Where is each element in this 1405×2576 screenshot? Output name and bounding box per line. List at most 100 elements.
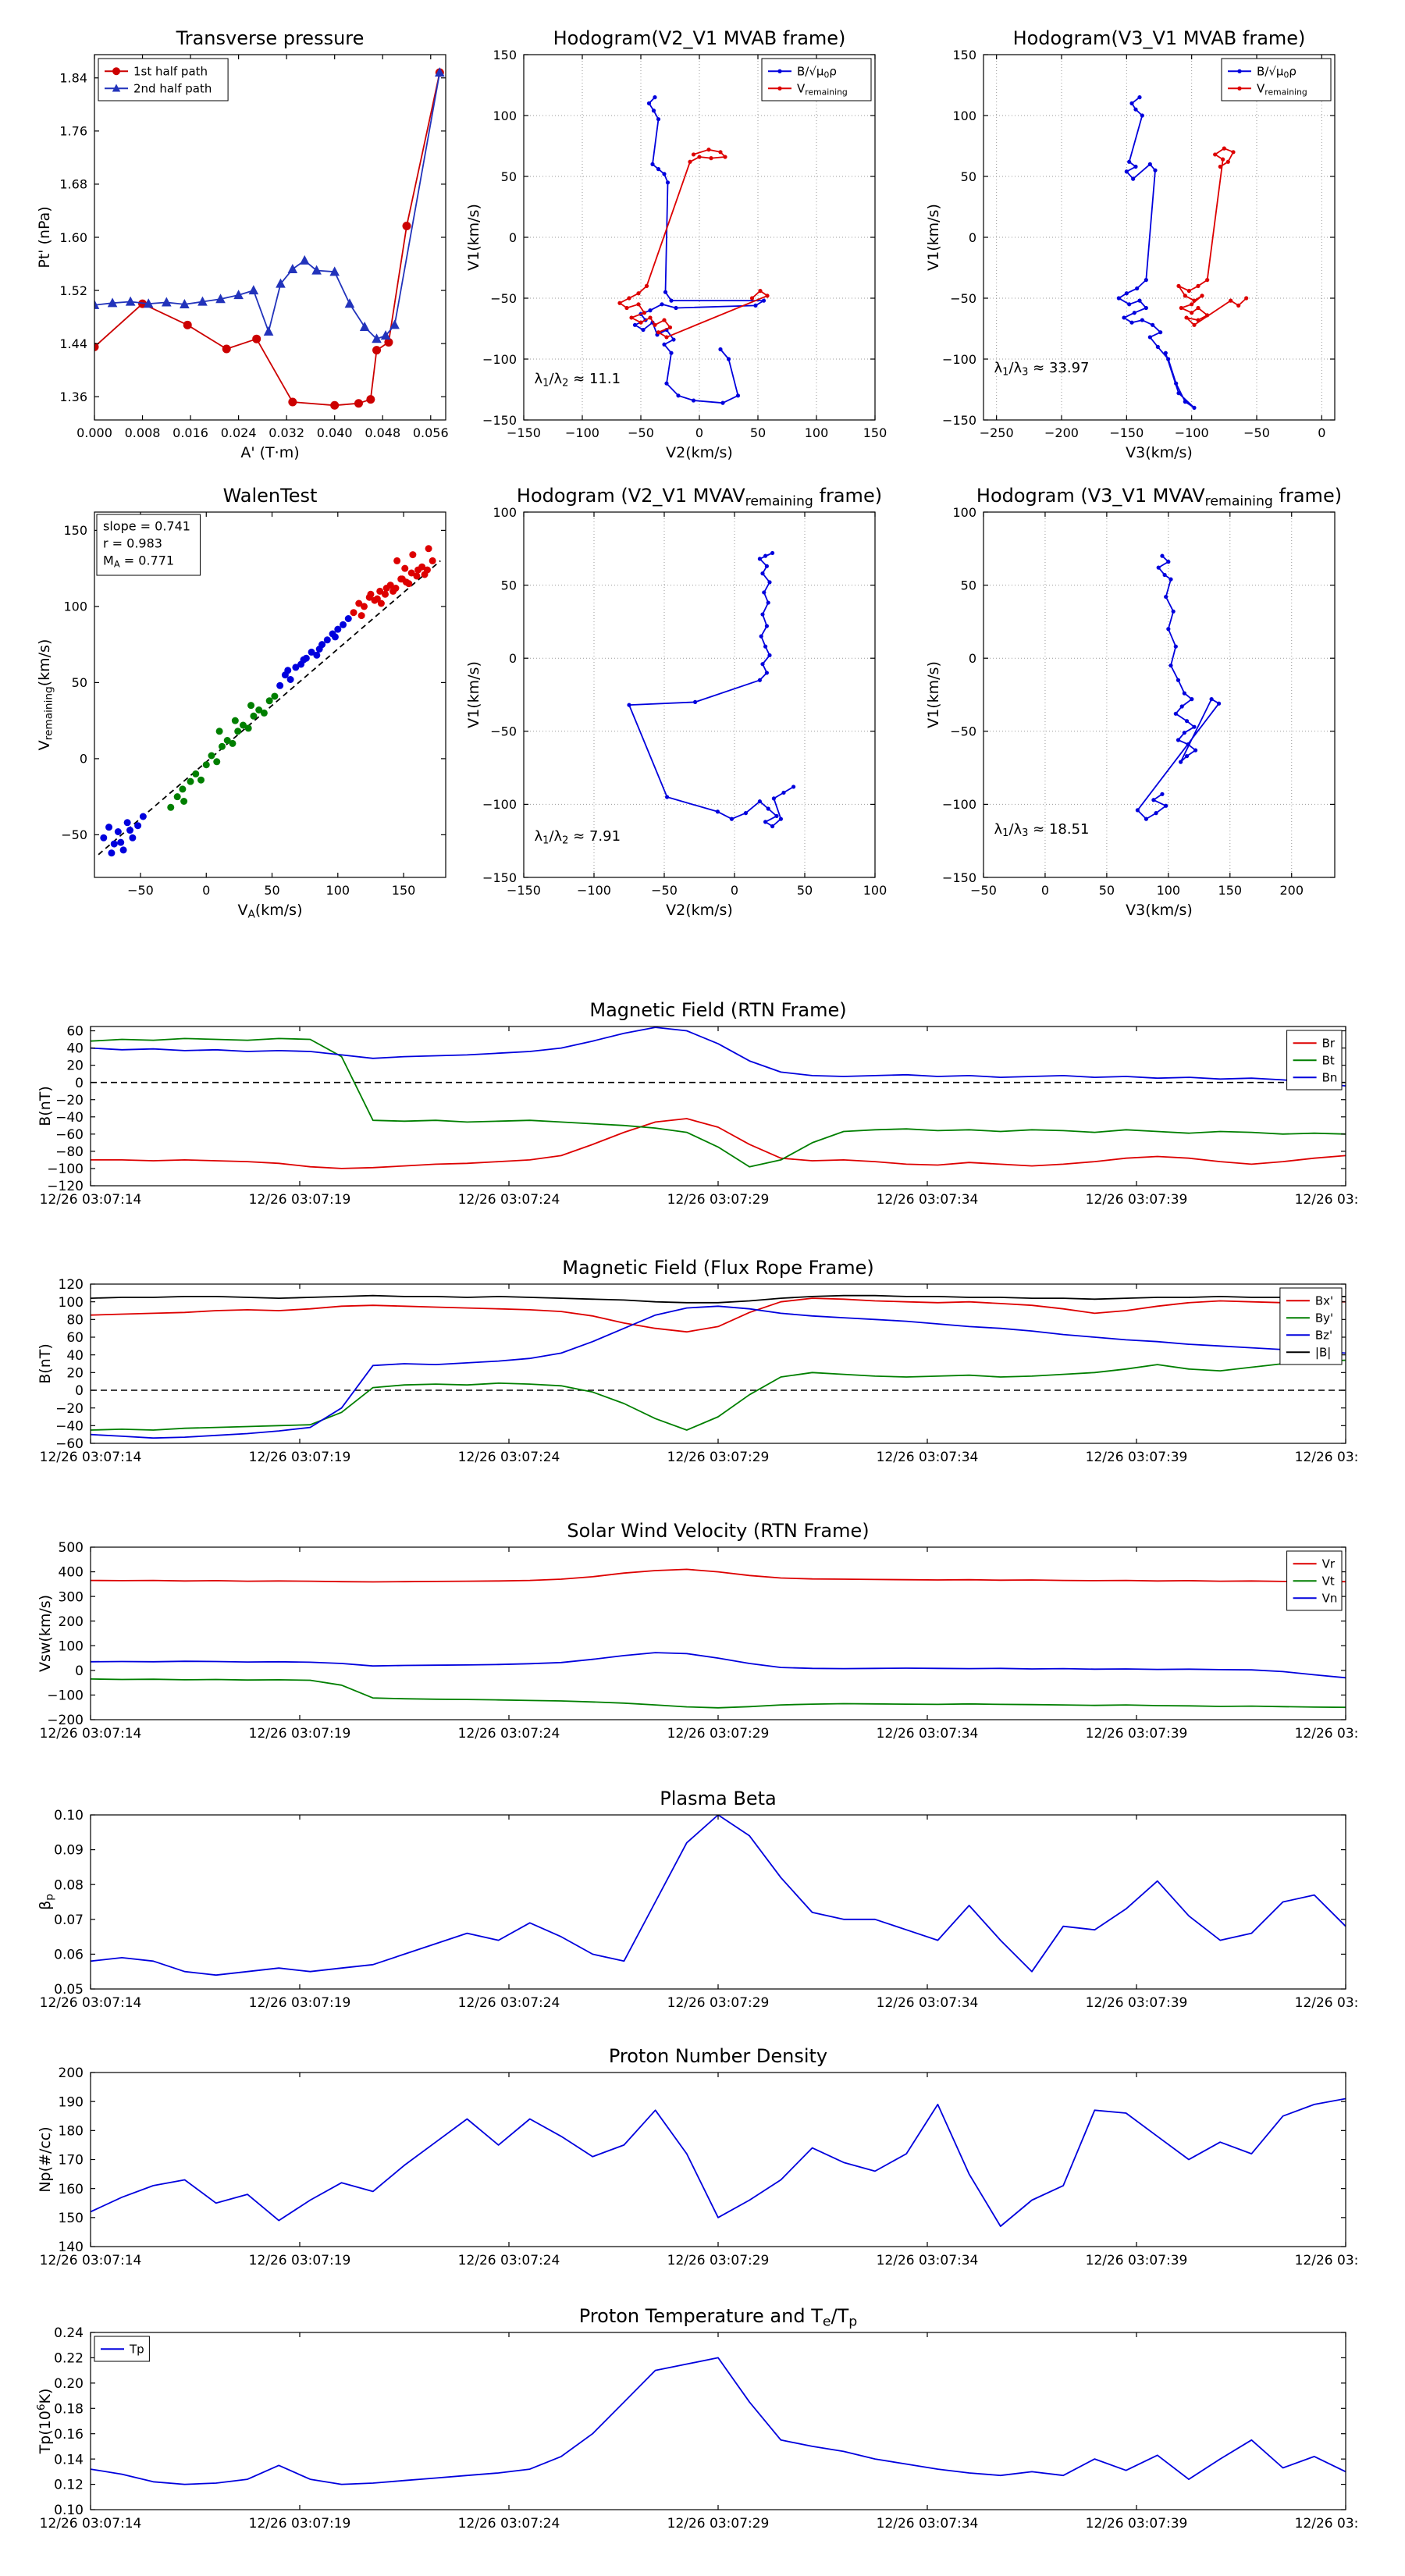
svg-text:Vn: Vn xyxy=(1322,1592,1338,1606)
svg-text:MA = 0.771: MA = 0.771 xyxy=(103,553,174,569)
svg-text:150: 150 xyxy=(952,48,976,62)
svg-text:V3(km/s): V3(km/s) xyxy=(1126,444,1193,461)
svg-text:B(nT): B(nT) xyxy=(37,1086,54,1126)
svg-text:12/26 03:07:39: 12/26 03:07:39 xyxy=(1086,1995,1188,2011)
svg-text:12/26 03:07:39: 12/26 03:07:39 xyxy=(1086,2516,1188,2532)
svg-text:−200: −200 xyxy=(47,1713,84,1728)
svg-text:50: 50 xyxy=(961,169,976,184)
svg-text:Magnetic Field (Flux Rope Fram: Magnetic Field (Flux Rope Frame) xyxy=(562,1257,873,1279)
svg-text:−50: −50 xyxy=(1243,425,1270,440)
svg-text:0: 0 xyxy=(75,1076,84,1091)
svg-text:12/26 03:07:24: 12/26 03:07:24 xyxy=(458,1995,560,2011)
svg-text:100: 100 xyxy=(493,505,517,520)
svg-text:−100: −100 xyxy=(47,1688,84,1704)
svg-text:0.040: 0.040 xyxy=(317,425,353,440)
svg-text:12/26 03:07:34: 12/26 03:07:34 xyxy=(877,2516,979,2532)
svg-text:λ1/λ2 ≈ 7.91: λ1/λ2 ≈ 7.91 xyxy=(535,828,621,846)
svg-text:190: 190 xyxy=(59,2094,84,2110)
svg-text:12/26 03:07:34: 12/26 03:07:34 xyxy=(877,2253,979,2268)
svg-text:12/26 03:07:19: 12/26 03:07:19 xyxy=(249,1726,351,1742)
svg-text:WalenTest: WalenTest xyxy=(223,485,318,507)
svg-text:slope = 0.741: slope = 0.741 xyxy=(103,518,190,533)
chart-proton-density: 12/26 03:07:14 12/26 03:07:19 12/26 03:07:… xyxy=(37,2045,1358,2268)
svg-text:−150: −150 xyxy=(507,883,541,898)
panel-transverse-pressure: 0.000 0.008 0.016 0.024 0.032 0.040 0.048 0.056… xyxy=(24,20,461,468)
svg-text:Br: Br xyxy=(1322,1037,1336,1051)
svg-text:B/√μ0ρ: B/√μ0ρ xyxy=(1257,65,1297,80)
svg-text:λ1/λ2 ≈ 11.1: λ1/λ2 ≈ 11.1 xyxy=(535,371,621,389)
svg-text:−100: −100 xyxy=(482,352,517,367)
svg-text:βp: βp xyxy=(37,1894,55,1910)
svg-text:100: 100 xyxy=(63,600,87,614)
svg-text:−150: −150 xyxy=(507,425,541,440)
svg-text:12/26 03:07:44: 12/26 03:07:44 xyxy=(1295,1995,1358,2011)
svg-text:12/26 03:07:24: 12/26 03:07:24 xyxy=(458,2253,560,2268)
svg-text:−50: −50 xyxy=(628,425,654,440)
panel-walen-test: −50 0 50 100 150 −50 0 50 100 150 WalenTest VA(km/s… xyxy=(24,477,461,926)
svg-text:0.16: 0.16 xyxy=(54,2427,84,2443)
chart-plasma-beta: 12/26 03:07:14 12/26 03:07:19 12/26 03:07:… xyxy=(37,1788,1358,2011)
svg-text:0.24: 0.24 xyxy=(54,2325,84,2341)
panel-magnetic-field-rtn: 12/26 03:07:14 12/26 03:07:19 12/26 03:07:… xyxy=(31,997,1358,1212)
svg-text:50: 50 xyxy=(1099,883,1115,898)
svg-text:12/26 03:07:29: 12/26 03:07:29 xyxy=(667,1450,770,1465)
svg-text:Plasma Beta: Plasma Beta xyxy=(660,1788,776,1809)
svg-text:V1(km/s): V1(km/s) xyxy=(465,204,482,271)
svg-text:B/√μ0ρ: B/√μ0ρ xyxy=(797,65,837,80)
svg-text:Bx': Bx' xyxy=(1315,1294,1333,1308)
svg-text:0: 0 xyxy=(80,752,87,767)
svg-text:12/26 03:07:14: 12/26 03:07:14 xyxy=(40,1192,142,1208)
svg-text:12/26 03:07:19: 12/26 03:07:19 xyxy=(249,1192,351,1208)
panel-solar-wind-velocity: 12/26 03:07:14 12/26 03:07:19 12/26 03:07:… xyxy=(31,1517,1358,1746)
svg-text:150: 150 xyxy=(59,2211,84,2226)
chart-mag-fluxrope: 12/26 03:07:14 12/26 03:07:19 12/26 03:07:… xyxy=(37,1257,1358,1465)
svg-text:Bn: Bn xyxy=(1322,1071,1338,1085)
svg-text:−100: −100 xyxy=(482,797,517,812)
svg-text:0.20: 0.20 xyxy=(54,2376,84,2392)
panel-hodogram-v2v1-mvav: −150 −100 −50 0 50 100 −150 −100 −50 0 50 100 Hodogr… xyxy=(454,477,891,926)
svg-text:150: 150 xyxy=(1218,883,1243,898)
svg-text:0: 0 xyxy=(75,1383,84,1399)
svg-text:A' (T·m): A' (T·m) xyxy=(240,444,299,461)
svg-text:−50: −50 xyxy=(61,827,87,842)
svg-text:−20: −20 xyxy=(55,1401,84,1417)
svg-text:Hodogram(V2_V1 MVAB frame): Hodogram(V2_V1 MVAB frame) xyxy=(553,27,846,49)
svg-text:100: 100 xyxy=(326,883,350,898)
svg-text:200: 200 xyxy=(59,1614,84,1630)
svg-text:Magnetic Field (RTN Frame): Magnetic Field (RTN Frame) xyxy=(589,999,846,1021)
svg-text:50: 50 xyxy=(750,425,766,440)
svg-text:0.12: 0.12 xyxy=(54,2478,84,2493)
svg-text:−150: −150 xyxy=(942,413,976,428)
svg-text:12/26 03:07:14: 12/26 03:07:14 xyxy=(40,1450,142,1465)
svg-text:150: 150 xyxy=(863,425,887,440)
chart-hodogram-v3v1-mvab: −250 −200 −150 −100 −50 0 −150 −100 −50 0 50 100 150… xyxy=(925,27,1336,461)
svg-text:0.18: 0.18 xyxy=(54,2401,84,2417)
svg-text:1.68: 1.68 xyxy=(59,177,87,192)
svg-text:12/26 03:07:14: 12/26 03:07:14 xyxy=(40,2516,142,2532)
svg-text:0.024: 0.024 xyxy=(221,425,257,440)
svg-text:12/26 03:07:44: 12/26 03:07:44 xyxy=(1295,1726,1358,1742)
svg-text:0: 0 xyxy=(969,230,976,245)
svg-text:B(nT): B(nT) xyxy=(37,1343,54,1384)
svg-text:60: 60 xyxy=(66,1330,84,1346)
svg-text:1.84: 1.84 xyxy=(59,71,87,86)
svg-text:12/26 03:07:44: 12/26 03:07:44 xyxy=(1295,1192,1358,1208)
svg-text:0.056: 0.056 xyxy=(413,425,449,440)
svg-text:−200: −200 xyxy=(1044,425,1079,440)
panel-plasma-beta: 12/26 03:07:14 12/26 03:07:19 12/26 03:07:… xyxy=(31,1785,1358,2016)
svg-text:12/26 03:07:39: 12/26 03:07:39 xyxy=(1086,2253,1188,2268)
panel-proton-number-density: 12/26 03:07:14 12/26 03:07:19 12/26 03:07:… xyxy=(31,2043,1358,2273)
svg-text:12/26 03:07:24: 12/26 03:07:24 xyxy=(458,2516,560,2532)
svg-text:Proton Temperature and Te/Tp: Proton Temperature and Te/Tp xyxy=(579,2305,858,2329)
svg-text:Vremaining: Vremaining xyxy=(1257,82,1307,98)
svg-text:Vremaining: Vremaining xyxy=(797,82,848,98)
svg-text:−100: −100 xyxy=(1175,425,1209,440)
svg-text:0: 0 xyxy=(75,1663,84,1679)
svg-text:12/26 03:07:24: 12/26 03:07:24 xyxy=(458,1726,560,1742)
svg-text:Transverse pressure: Transverse pressure xyxy=(176,27,365,49)
svg-text:Vsw(km/s): Vsw(km/s) xyxy=(37,1595,54,1672)
svg-text:40: 40 xyxy=(66,1348,84,1364)
svg-text:1.36: 1.36 xyxy=(59,390,87,404)
svg-text:400: 400 xyxy=(59,1565,84,1581)
